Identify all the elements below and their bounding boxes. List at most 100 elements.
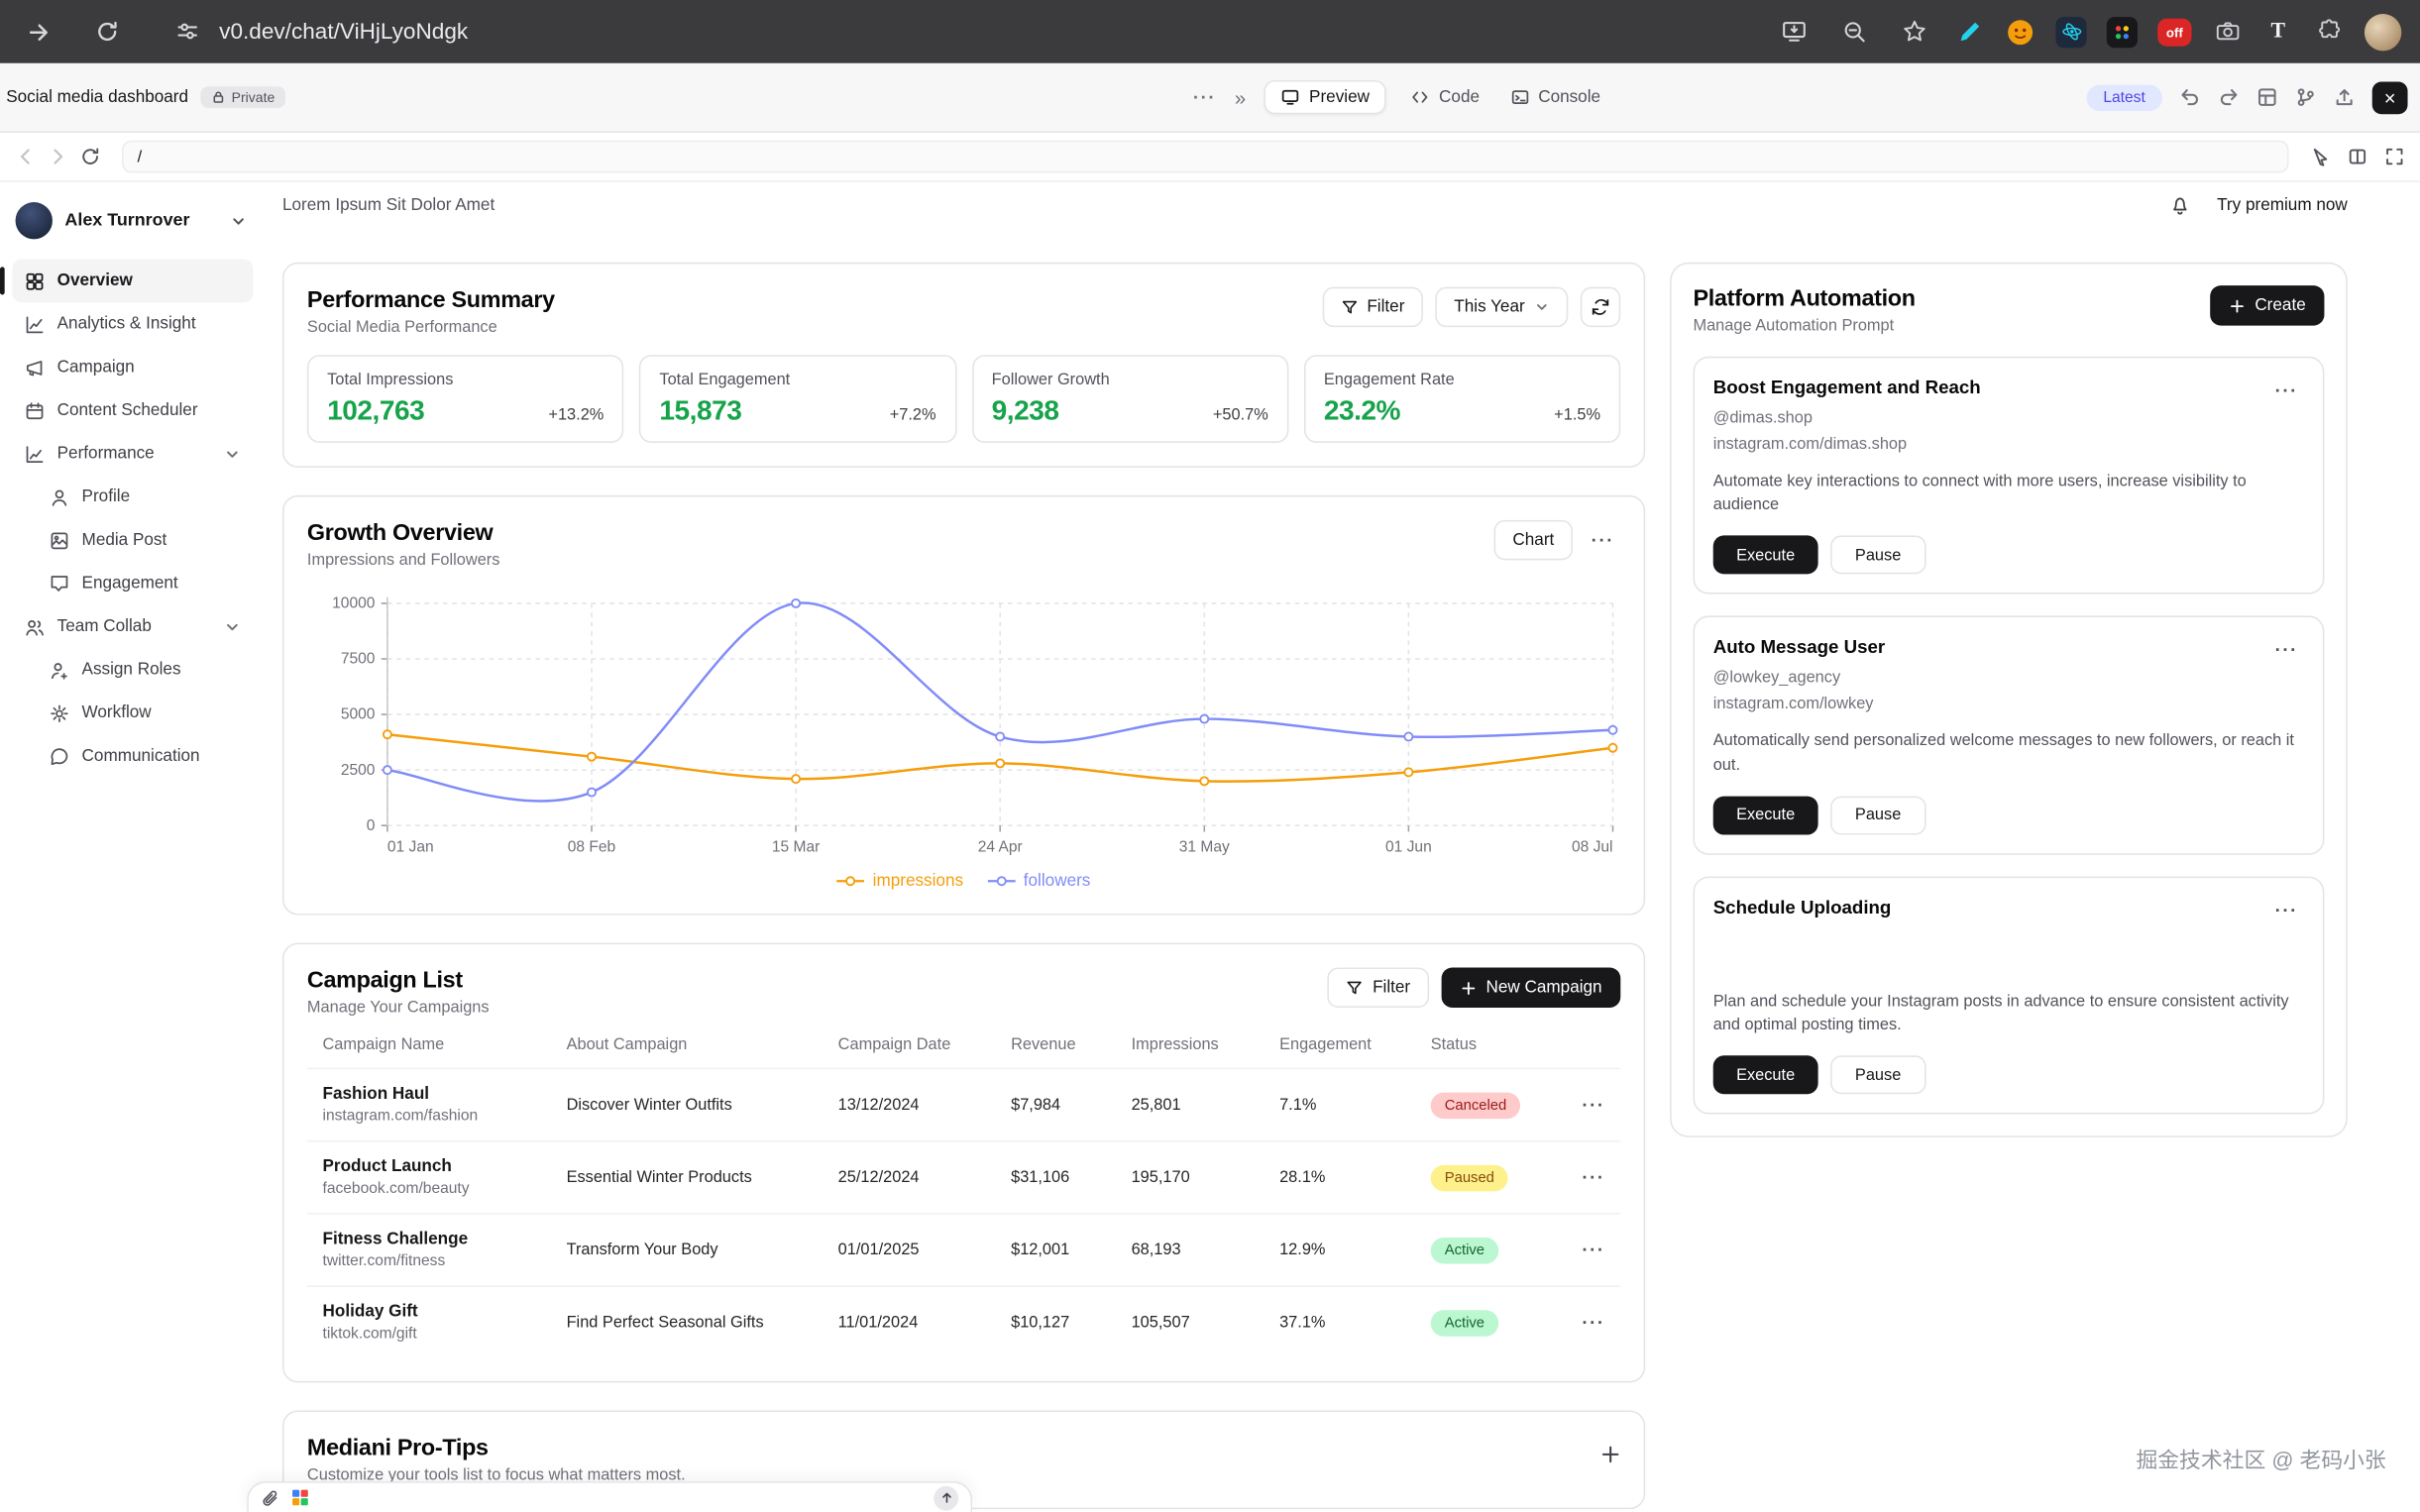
user-menu[interactable]: Alex Turnrover <box>12 194 253 259</box>
extension-camera-icon[interactable] <box>2212 16 2243 47</box>
automation-menu-button[interactable]: ··· <box>2268 377 2304 404</box>
sidebar-item-engagement[interactable]: Engagement <box>12 562 253 605</box>
sidebar-item-workflow[interactable]: Workflow <box>12 692 253 735</box>
sidebar-item-campaign[interactable]: Campaign <box>12 346 253 389</box>
period-select[interactable]: This Year <box>1436 287 1569 327</box>
forward-button[interactable] <box>19 12 58 52</box>
new-campaign-button[interactable]: New Campaign <box>1441 967 1620 1007</box>
preview-reload-button[interactable] <box>80 147 100 166</box>
col-campaign-date: Campaign Date <box>838 1035 1011 1054</box>
gear-icon <box>50 702 69 722</box>
automation-menu-button[interactable]: ··· <box>2268 897 2304 924</box>
automation-menu-button[interactable]: ··· <box>2268 636 2304 664</box>
extension-face-icon[interactable] <box>2005 16 2035 47</box>
pause-button[interactable]: Pause <box>1830 1056 1925 1095</box>
latest-badge[interactable]: Latest <box>2086 84 2162 110</box>
sidebar-item-team-collab[interactable]: Team Collab <box>12 605 253 649</box>
execute-button[interactable]: Execute <box>1713 536 1818 575</box>
platform-automation-panel: Platform Automation Manage Automation Pr… <box>1670 263 2348 1138</box>
extension-off-icon[interactable]: off <box>2157 18 2191 46</box>
fullscreen-icon[interactable] <box>2384 147 2404 166</box>
preview-back-button[interactable] <box>16 147 36 166</box>
project-title[interactable]: Social media dashboard <box>6 88 188 107</box>
preview-forward-button[interactable] <box>48 147 67 166</box>
sidebar-item-profile[interactable]: Profile <box>12 476 253 519</box>
collapse-chevrons-button[interactable]: » <box>1235 85 1246 108</box>
execute-button[interactable]: Execute <box>1713 1056 1818 1095</box>
campaign-url: twitter.com/fitness <box>322 1253 566 1270</box>
pro-tips-title: Mediani Pro-Tips <box>307 1435 686 1460</box>
inspect-cursor-icon[interactable] <box>2310 147 2330 166</box>
col-about-campaign: About Campaign <box>567 1035 838 1054</box>
toolbar-more-button[interactable]: ··· <box>1193 86 1216 108</box>
svg-text:08 Feb: 08 Feb <box>568 839 615 856</box>
site-settings-icon[interactable] <box>166 12 206 52</box>
chevron-down-icon <box>224 618 241 635</box>
sidebar-item-content-scheduler[interactable]: Content Scheduler <box>12 388 253 432</box>
sidebar-item-overview[interactable]: Overview <box>12 260 253 303</box>
funnel-icon <box>1347 979 1364 996</box>
row-actions-button[interactable]: ··· <box>1576 1091 1611 1119</box>
tab-preview[interactable]: Preview <box>1265 80 1386 114</box>
sidebar-item-analytics-insight[interactable]: Analytics & Insight <box>12 302 253 346</box>
svg-text:08 Jul: 08 Jul <box>1572 839 1613 856</box>
sidebar-item-communication[interactable]: Communication <box>12 734 253 778</box>
filter-button[interactable]: Filter <box>1322 287 1423 327</box>
sidebar-item-assign-roles[interactable]: Assign Roles <box>12 648 253 692</box>
row-actions-button[interactable]: ··· <box>1576 1236 1611 1263</box>
undo-button[interactable] <box>2179 86 2201 108</box>
extension-react-icon[interactable] <box>2055 16 2086 47</box>
chart-toggle-button[interactable]: Chart <box>1494 520 1573 560</box>
extension-palette-icon[interactable] <box>2107 16 2138 47</box>
install-app-icon[interactable] <box>1773 12 1813 52</box>
row-actions-button[interactable]: ··· <box>1576 1309 1611 1337</box>
campaign-revenue: $7,984 <box>1011 1096 1131 1115</box>
bell-icon[interactable] <box>2169 193 2192 216</box>
split-view-icon[interactable] <box>2348 147 2367 166</box>
pause-button[interactable]: Pause <box>1830 536 1925 575</box>
growth-menu-button[interactable]: ··· <box>1585 526 1620 554</box>
sidebar-item-media-post[interactable]: Media Post <box>12 518 253 562</box>
chat-input-bar[interactable] <box>247 1481 972 1512</box>
fork-branch-icon[interactable] <box>2295 86 2317 108</box>
stat-delta: +1.5% <box>1554 406 1600 428</box>
bookmark-star-icon[interactable] <box>1894 12 1933 52</box>
automation-description: Automatically send personalized welcome … <box>1713 730 2304 777</box>
tab-console[interactable]: Console <box>1504 82 1606 113</box>
campaign-engagement: 12.9% <box>1279 1241 1431 1259</box>
sidebar-item-label: Campaign <box>57 358 135 377</box>
stat-value: 9,238 <box>992 395 1059 428</box>
send-button[interactable] <box>934 1485 958 1510</box>
plus-icon <box>2229 297 2246 314</box>
paperclip-icon[interactable] <box>261 1488 279 1507</box>
row-actions-button[interactable]: ··· <box>1576 1163 1611 1191</box>
reload-button[interactable] <box>86 12 126 52</box>
platform-automation-title: Platform Automation <box>1693 285 1915 311</box>
extensions-puzzle-icon[interactable] <box>2314 16 2345 47</box>
premium-button[interactable]: Try premium now <box>2217 196 2348 215</box>
refresh-button[interactable] <box>1581 287 1620 327</box>
close-panel-button[interactable]: × <box>2372 81 2408 114</box>
app-header: Lorem Ipsum Sit Dolor Amet Try premium n… <box>282 182 2348 229</box>
user-plus-icon <box>50 660 69 680</box>
execute-button[interactable]: Execute <box>1713 796 1818 834</box>
automation-url: instagram.com/dimas.shop <box>1713 435 2304 457</box>
filter-label: Filter <box>1373 978 1410 997</box>
sidebar-item-label: Performance <box>57 445 155 464</box>
extension-t-icon[interactable]: T <box>2262 16 2293 47</box>
publish-upload-icon[interactable] <box>2334 86 2356 108</box>
zoom-out-icon[interactable] <box>1833 12 1873 52</box>
sidebar-item-performance[interactable]: Performance <box>12 432 253 476</box>
preview-path-input[interactable]: / <box>122 141 2289 173</box>
tab-code[interactable]: Code <box>1405 82 1485 113</box>
pause-button[interactable]: Pause <box>1830 796 1925 834</box>
extension-pen-icon[interactable] <box>1954 16 1985 47</box>
create-automation-button[interactable]: Create <box>2210 285 2324 325</box>
browser-profile-avatar[interactable] <box>2365 13 2401 50</box>
pro-tips-expand-button[interactable] <box>1600 1445 1620 1464</box>
address-bar[interactable]: v0.dev/chat/ViHjLyoNdgk <box>219 19 468 44</box>
campaign-filter-button[interactable]: Filter <box>1328 967 1429 1007</box>
layout-panels-icon[interactable] <box>2256 86 2278 108</box>
table-row: Holiday Gifttiktok.com/gift Find Perfect… <box>307 1285 1620 1357</box>
redo-button[interactable] <box>2218 86 2240 108</box>
